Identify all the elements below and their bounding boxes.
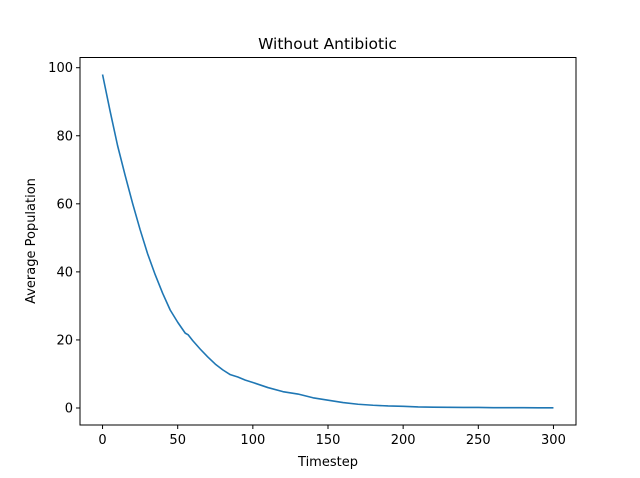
y-tick-label: 100 xyxy=(48,61,73,76)
y-tick-label: 40 xyxy=(56,265,73,280)
y-tick-label: 0 xyxy=(65,401,73,416)
x-tick-label: 300 xyxy=(541,433,566,448)
series-line-0 xyxy=(101,74,554,409)
chart-title: Without Antibiotic xyxy=(258,35,397,53)
plot-frame xyxy=(79,57,577,426)
y-axis-label: Average Population xyxy=(24,178,39,304)
y-tick-label: 20 xyxy=(56,333,73,348)
x-axis-label: Timestep xyxy=(297,455,358,470)
y-tick-label: 60 xyxy=(56,197,73,212)
x-tick-label: 0 xyxy=(98,433,106,448)
x-tick-label: 250 xyxy=(466,433,491,448)
y-tick-label: 80 xyxy=(56,129,73,144)
x-tick-label: 200 xyxy=(391,433,416,448)
x-tick-label: 50 xyxy=(169,433,186,448)
x-tick-label: 100 xyxy=(240,433,265,448)
x-tick-label: 150 xyxy=(316,433,341,448)
